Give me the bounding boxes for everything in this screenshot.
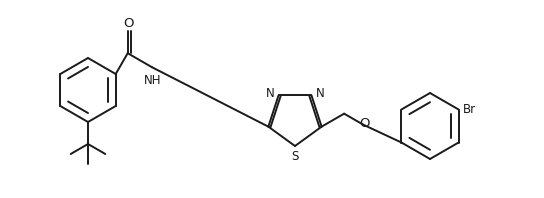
Text: N: N (266, 87, 275, 100)
Text: NH: NH (144, 74, 162, 87)
Text: O: O (359, 117, 369, 130)
Text: Br: Br (462, 103, 475, 116)
Text: S: S (292, 150, 299, 163)
Text: O: O (123, 17, 134, 30)
Text: N: N (316, 87, 324, 100)
